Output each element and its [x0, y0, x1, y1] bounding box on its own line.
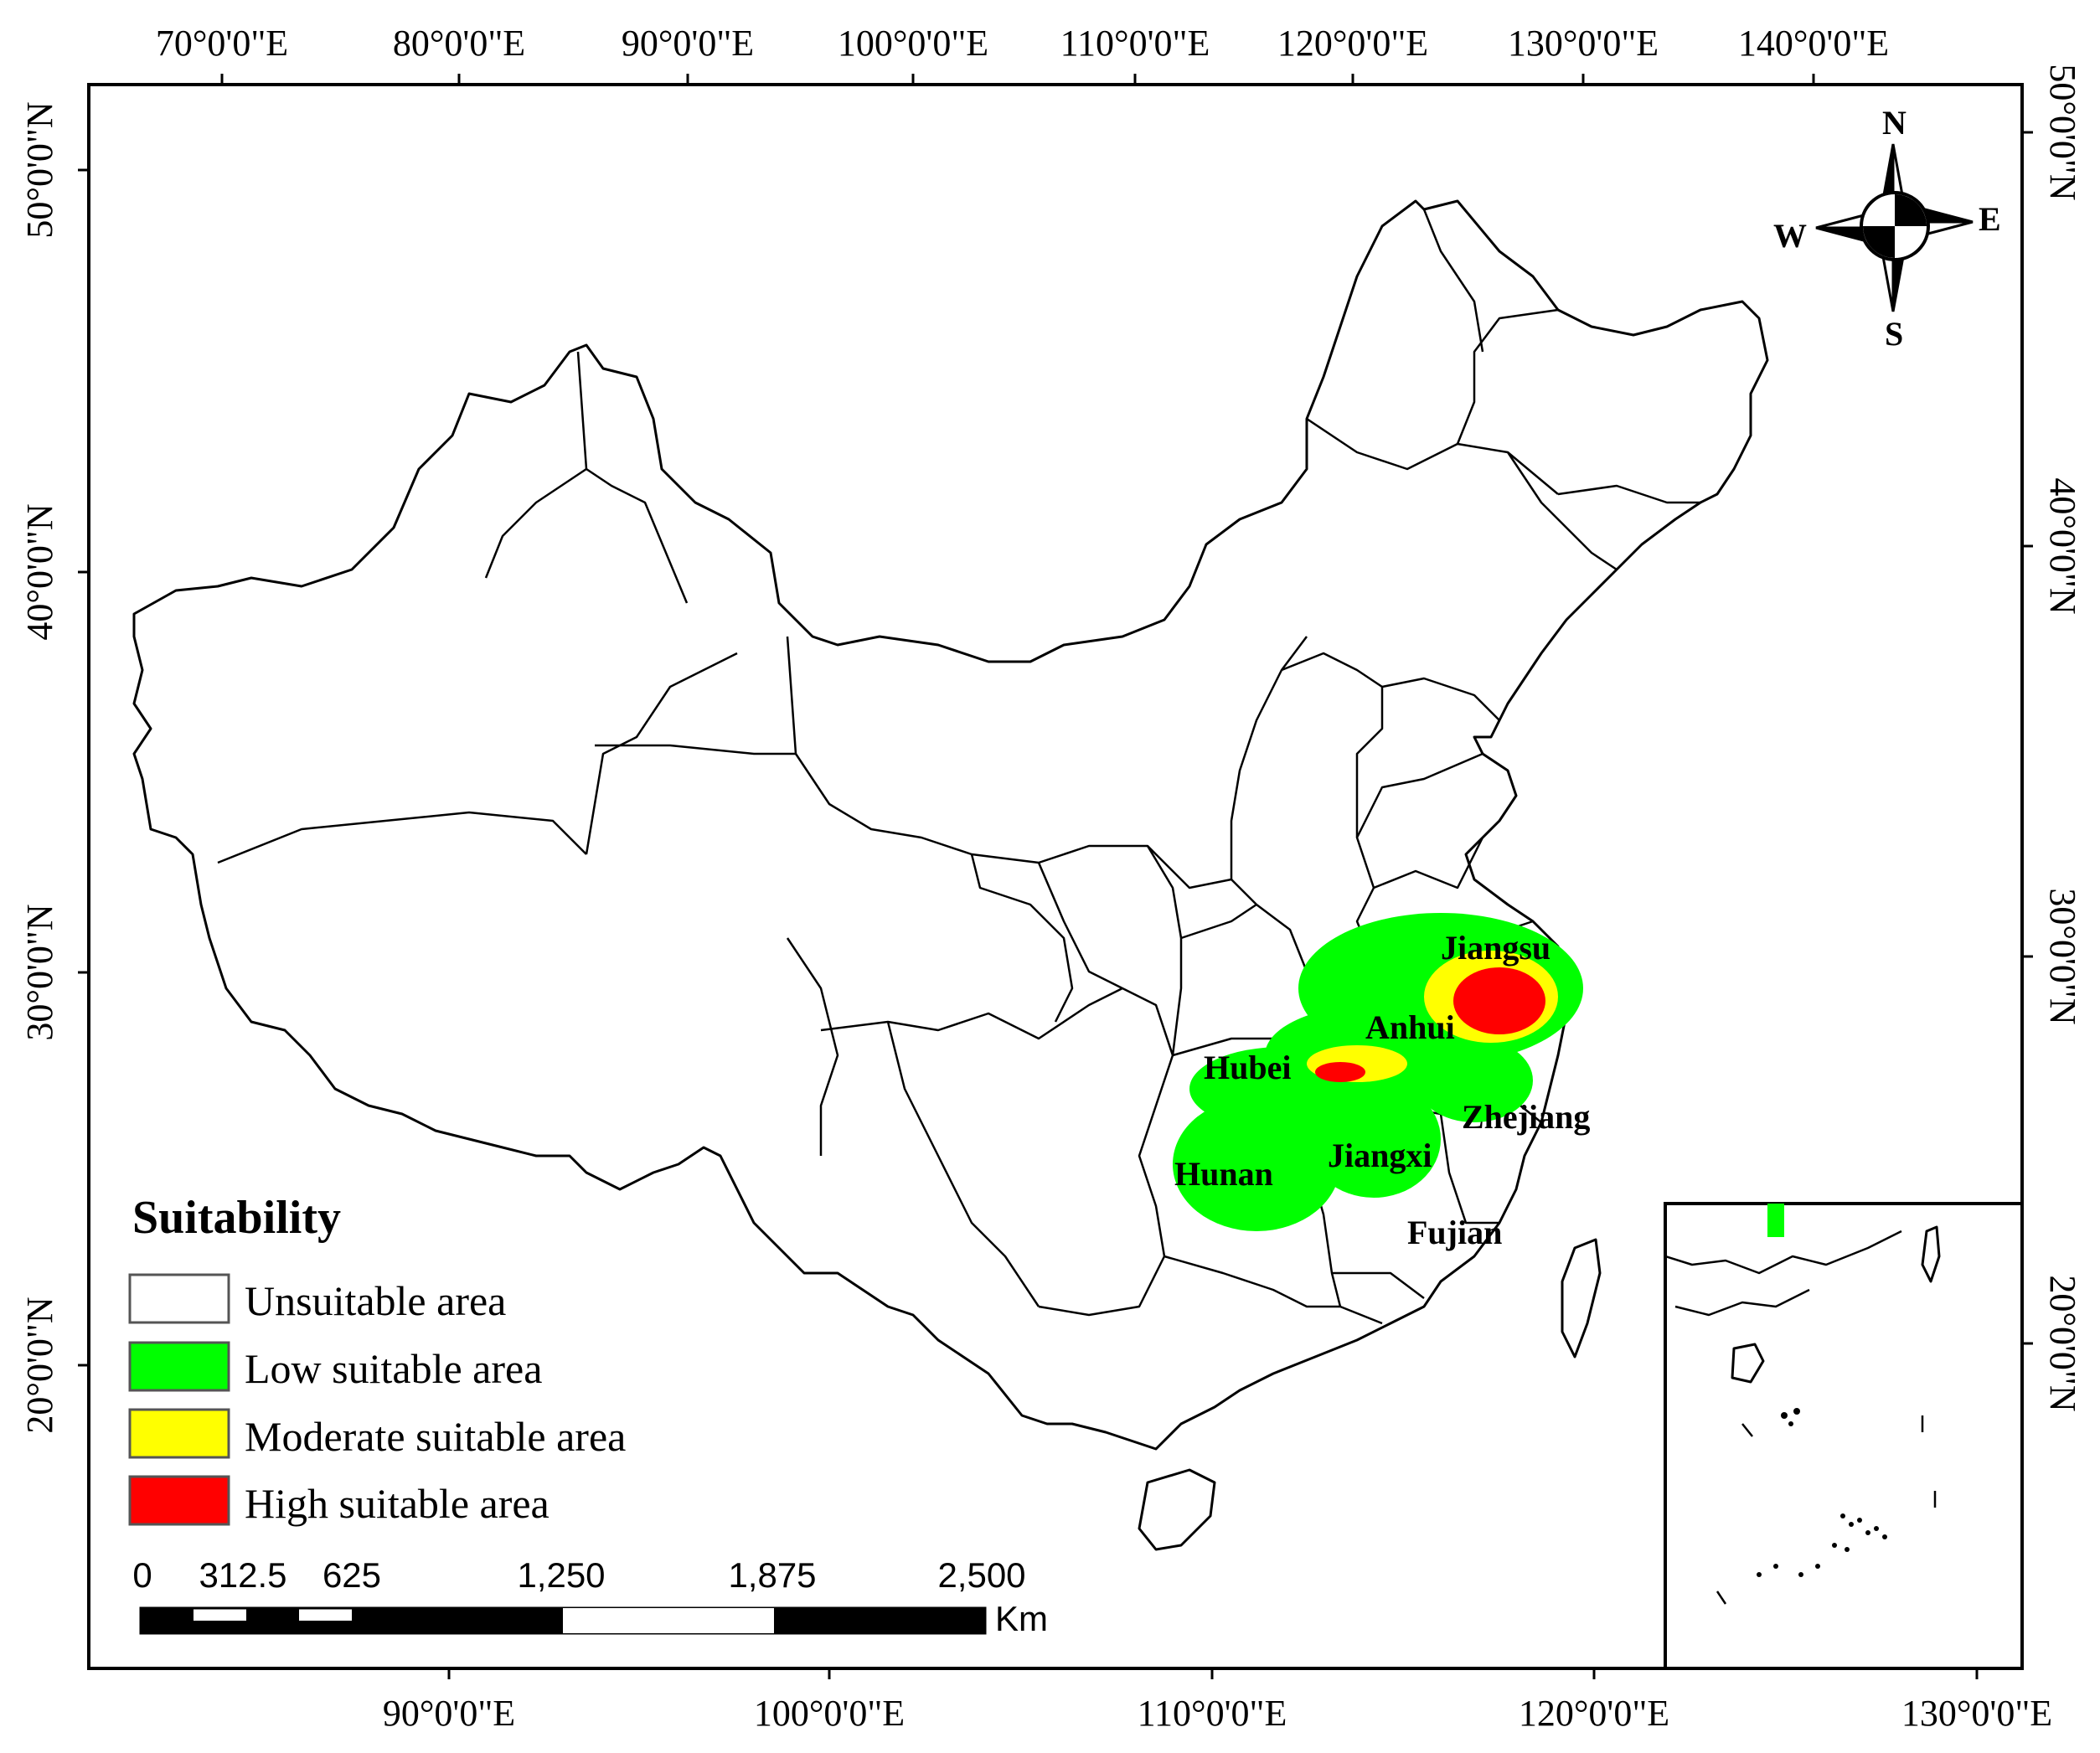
suitability-raster [1173, 913, 1583, 1231]
compass-w: W [1773, 217, 1807, 255]
legend-title: Suitability [132, 1192, 341, 1244]
bottom-tick-label: 110°0'0"E [1138, 1693, 1287, 1734]
legend-swatch-high [128, 1475, 230, 1526]
scale-tick-label: 312.5 [199, 1555, 286, 1595]
high-suitable-zone [1453, 967, 1545, 1034]
left-axis-labels: 50°0'0"N 40°0'0"N 30°0'0"N 20°0'0"N [19, 101, 60, 1433]
legend-label: High suitable area [245, 1480, 550, 1527]
scale-bar: 0 312.5 625 1,250 1,875 2,500 Km [132, 1555, 1048, 1638]
province-labels: Jiangsu Anhui Hubei Zhejiang Hunan Jiang… [1174, 929, 1590, 1251]
province-label-hubei: Hubei [1204, 1049, 1291, 1086]
top-tick-label: 130°0'0"E [1508, 23, 1659, 64]
top-tick-label: 110°0'0"E [1060, 23, 1210, 64]
left-tick-label: 20°0'0"N [19, 1297, 60, 1433]
legend-swatch-low [128, 1341, 230, 1392]
low-suitable-zone [1416, 1039, 1533, 1122]
province-label-hunan: Hunan [1174, 1155, 1273, 1193]
hainan-island [1138, 1468, 1216, 1551]
province-label-fujian: Fujian [1407, 1214, 1502, 1251]
left-tick-label: 30°0'0"N [19, 904, 60, 1040]
compass-e: E [1979, 200, 2001, 238]
top-tick-label: 70°0'0"E [156, 23, 288, 64]
top-tick-label: 90°0'0"E [622, 23, 754, 64]
inset-content [1665, 1204, 1941, 1605]
left-tick-label: 40°0'0"N [19, 503, 60, 640]
province-label-jiangxi: Jiangxi [1328, 1137, 1432, 1174]
top-axis-labels: 70°0'0"E 80°0'0"E 90°0'0"E 100°0'0"E 110… [156, 23, 1889, 64]
right-axis-labels: 50°0'0"N 40°0'0"N 30°0'0"N 20°0'0"N [2042, 64, 2083, 1411]
top-tick-label: 140°0'0"E [1738, 23, 1889, 64]
scale-tick-label: 2,500 [937, 1555, 1025, 1595]
scale-unit: Km [995, 1599, 1048, 1638]
right-tick-label: 50°0'0"N [2042, 64, 2083, 200]
province-label-zhejiang: Zhejiang [1462, 1098, 1590, 1136]
taiwan-island [1561, 1238, 1602, 1359]
scale-tick-label: 1,250 [517, 1555, 605, 1595]
scale-tick-label: 625 [322, 1555, 381, 1595]
compass-s: S [1885, 315, 1903, 353]
south-china-sea-inset [1664, 1202, 2024, 1670]
right-tick-label: 20°0'0"N [2042, 1275, 2083, 1411]
legend-label: Moderate suitable area [245, 1413, 626, 1460]
legend-swatch-moderate [128, 1408, 230, 1459]
bottom-axis-labels: 90°0'0"E 100°0'0"E 110°0'0"E 120°0'0"E 1… [383, 1693, 2052, 1734]
bottom-tick-label: 90°0'0"E [383, 1693, 515, 1734]
legend-swatch-unsuitable [128, 1273, 230, 1324]
compass-n: N [1882, 104, 1907, 142]
low-suitable-zone [1307, 1080, 1441, 1198]
compass-rose: N E S W [1773, 104, 2001, 353]
scale-tick-label: 1,875 [728, 1555, 816, 1595]
bottom-tick-label: 130°0'0"E [1901, 1693, 2052, 1734]
top-tick-label: 100°0'0"E [838, 23, 988, 64]
bottom-tick-label: 100°0'0"E [754, 1693, 905, 1734]
legend: Suitability Unsuitable area Low suitable… [128, 1192, 626, 1527]
axis-ticks [78, 74, 2033, 1679]
province-label-jiangsu: Jiangsu [1441, 929, 1550, 967]
scale-tick-label: 0 [132, 1555, 152, 1595]
right-tick-label: 30°0'0"N [2042, 888, 2083, 1024]
province-label-anhui: Anhui [1365, 1008, 1455, 1046]
right-tick-label: 40°0'0"N [2042, 477, 2083, 614]
top-tick-label: 120°0'0"E [1277, 23, 1428, 64]
bottom-tick-label: 120°0'0"E [1519, 1693, 1669, 1734]
left-tick-label: 50°0'0"N [19, 101, 60, 238]
legend-label: Unsuitable area [245, 1277, 506, 1324]
legend-label: Low suitable area [245, 1345, 542, 1392]
top-tick-label: 80°0'0"E [393, 23, 525, 64]
low-suitable-zone [1173, 1097, 1340, 1231]
high-suitable-zone [1315, 1062, 1365, 1082]
